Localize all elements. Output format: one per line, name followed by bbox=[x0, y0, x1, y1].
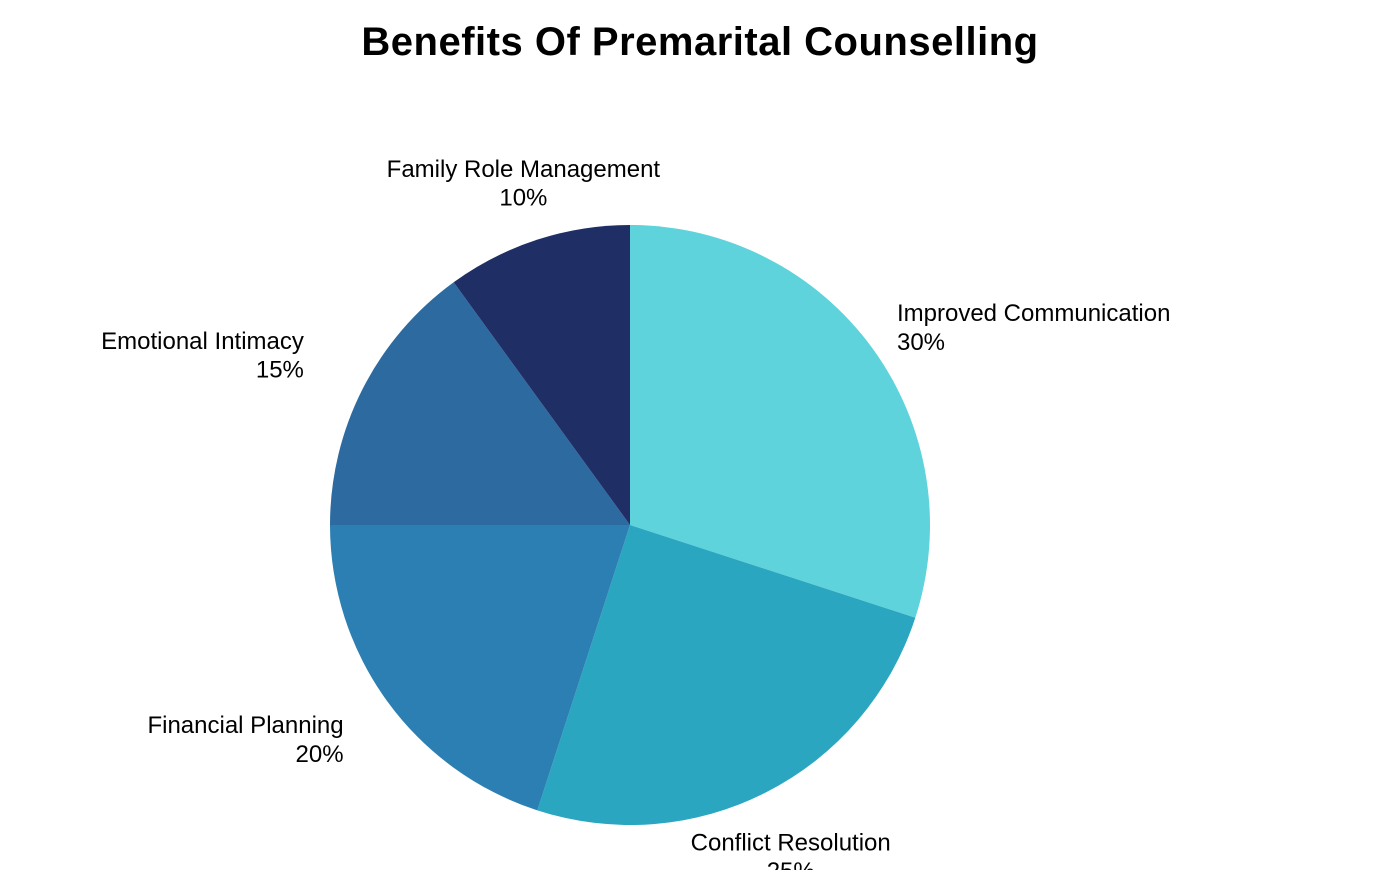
slice-label-group: Improved Communication30% bbox=[897, 300, 1170, 356]
slice-label: Emotional Intimacy bbox=[101, 328, 304, 355]
slice-label-group: Emotional Intimacy15% bbox=[101, 328, 304, 384]
slice-label: Financial Planning bbox=[147, 712, 343, 739]
slice-percent: 15% bbox=[256, 357, 304, 384]
slice-label: Conflict Resolution bbox=[691, 829, 891, 856]
slice-label: Family Role Management bbox=[387, 156, 661, 183]
slice-percent: 10% bbox=[499, 185, 547, 212]
chart-container: Benefits Of Premarital Counselling Impro… bbox=[0, 0, 1400, 875]
slice-percent: 20% bbox=[296, 741, 344, 768]
slice-percent: 30% bbox=[897, 329, 945, 356]
slice-label-group: Family Role Management10% bbox=[387, 156, 661, 212]
slice-label-group: Conflict Resolution 25% bbox=[691, 829, 891, 870]
chart-title: Benefits Of Premarital Counselling bbox=[0, 20, 1400, 65]
slice-label: Improved Communication bbox=[897, 300, 1170, 327]
slice-percent: 25% bbox=[767, 858, 815, 870]
pie-chart: Improved Communication30% Conflict Resolu… bbox=[0, 90, 1400, 870]
slice-label-group: Financial Planning20% bbox=[147, 712, 343, 768]
